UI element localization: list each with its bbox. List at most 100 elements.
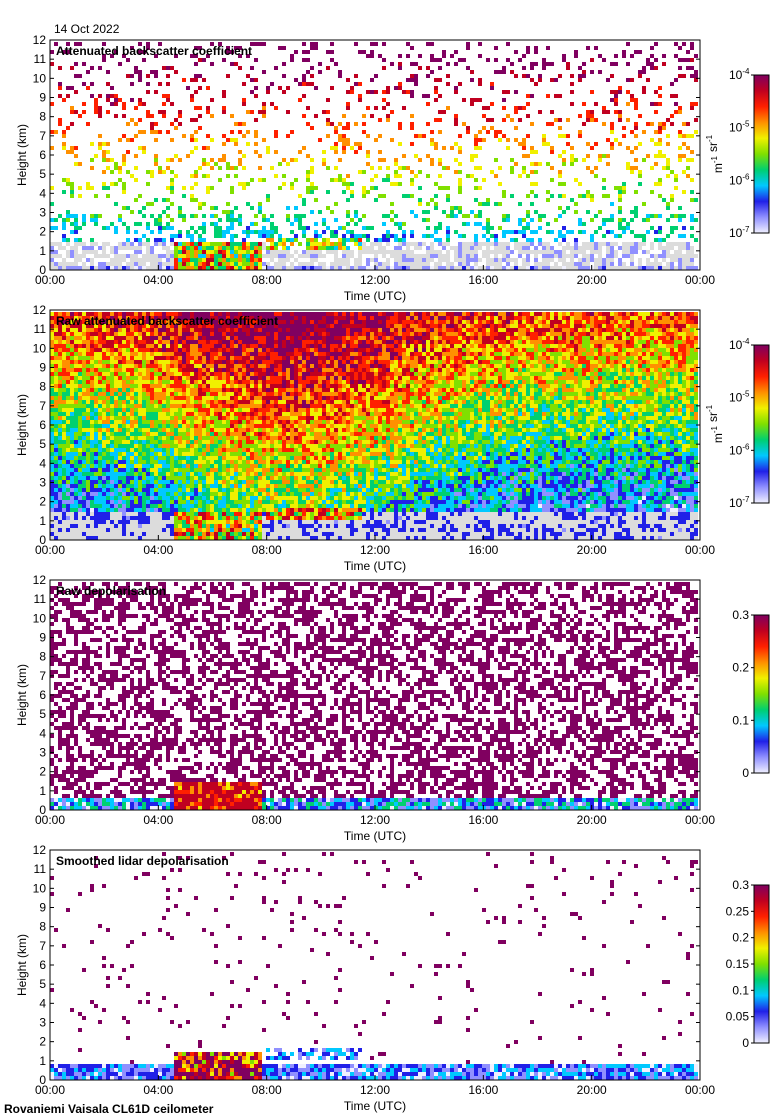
- x-tick-label: 00:00: [685, 813, 715, 827]
- y-tick-label: 4: [39, 186, 46, 200]
- colorbar-tick-label: 0.1: [732, 983, 749, 997]
- y-tick-label: 12: [33, 843, 47, 857]
- colorbar-tick-label: 10-4: [729, 337, 750, 352]
- x-tick-label: 00:00: [685, 1083, 715, 1097]
- y-tick-label: 7: [39, 129, 46, 143]
- x-tick-label: 16:00: [468, 1083, 498, 1097]
- colorbar-tick-label: 0: [742, 1036, 749, 1050]
- colorbar-tick-label: 0.2: [732, 661, 749, 675]
- y-tick-label: 12: [33, 303, 47, 317]
- colorbar: 0 0.05 0.1 0.15 0.2 0.25 0.3: [726, 878, 770, 1050]
- y-axis-label: Height (km): [15, 394, 29, 456]
- x-tick-label: 00:00: [35, 273, 65, 287]
- y-tick-label: 2: [39, 765, 46, 779]
- x-tick-label: 12:00: [360, 273, 390, 287]
- x-tick-label: 00:00: [685, 273, 715, 287]
- x-tick-label: 12:00: [360, 813, 390, 827]
- y-tick-label: 8: [39, 110, 46, 124]
- y-tick-label: 12: [33, 33, 47, 47]
- colorbar-tick-label: 0.05: [726, 1010, 750, 1024]
- y-axis-label: Height (km): [15, 934, 29, 996]
- y-tick-label: 2: [39, 225, 46, 239]
- y-tick-label: 0: [39, 1073, 46, 1087]
- y-tick-label: 1: [39, 1054, 46, 1068]
- x-tick-label: 20:00: [577, 1083, 607, 1097]
- date-label: 14 Oct 2022: [54, 22, 120, 36]
- y-tick-label: 10: [33, 611, 47, 625]
- y-tick-label: 6: [39, 688, 46, 702]
- colorbar-tick-label: 0.3: [732, 878, 749, 892]
- colorbar-tick-label: 0.1: [732, 713, 749, 727]
- y-tick-label: 1: [39, 514, 46, 528]
- heatmap-field: [50, 42, 698, 270]
- heatmap-field: [50, 312, 698, 540]
- y-tick-label: 6: [39, 958, 46, 972]
- plot-title: Raw depolarisation: [56, 584, 166, 598]
- colorbar-gradient: [753, 884, 770, 1044]
- y-tick-label: 8: [39, 920, 46, 934]
- heatmap-field: [50, 582, 698, 810]
- x-tick-label: 12:00: [360, 1083, 390, 1097]
- y-tick-label: 1: [39, 244, 46, 258]
- x-tick-label: 00:00: [35, 813, 65, 827]
- x-axis-label: Time (UTC): [344, 829, 406, 843]
- heatmap-field: [50, 852, 698, 1080]
- y-tick-label: 8: [39, 650, 46, 664]
- plot-panel-2: Raw attenuated backscatter coefficient 0 1…: [15, 303, 770, 573]
- colorbar-tick-label: 0.2: [732, 931, 749, 945]
- y-tick-label: 8: [39, 380, 46, 394]
- y-tick-label: 4: [39, 456, 46, 470]
- y-tick-label: 7: [39, 399, 46, 413]
- y-tick-label: 2: [39, 495, 46, 509]
- x-tick-label: 04:00: [143, 813, 173, 827]
- y-tick-label: 3: [39, 1016, 46, 1030]
- y-tick-label: 10: [33, 71, 47, 85]
- colorbar: 0 0.1 0.2 0.3: [732, 608, 770, 780]
- y-tick-label: 9: [39, 631, 46, 645]
- y-tick-label: 0: [39, 803, 46, 817]
- y-tick-label: 9: [39, 901, 46, 915]
- x-tick-label: 16:00: [468, 543, 498, 557]
- x-tick-label: 20:00: [577, 273, 607, 287]
- y-tick-label: 7: [39, 939, 46, 953]
- colorbar-tick-label: 0.15: [726, 957, 750, 971]
- y-tick-label: 2: [39, 1035, 46, 1049]
- x-tick-label: 00:00: [35, 543, 65, 557]
- x-tick-label: 04:00: [143, 1083, 173, 1097]
- y-tick-label: 3: [39, 206, 46, 220]
- y-tick-label: 11: [34, 322, 47, 336]
- x-tick-label: 08:00: [252, 273, 282, 287]
- colorbar: 10-7 10-6 10-5 10-4 m-1sr-1: [705, 337, 770, 510]
- colorbar-gradient: [753, 614, 770, 774]
- x-tick-label: 00:00: [685, 543, 715, 557]
- y-tick-label: 7: [39, 669, 46, 683]
- y-tick-label: 3: [39, 746, 46, 760]
- x-tick-label: 04:00: [143, 543, 173, 557]
- y-axis-label: Height (km): [15, 124, 29, 186]
- colorbar-label: m-1sr-1: [705, 134, 725, 173]
- x-tick-label: 20:00: [577, 543, 607, 557]
- colorbar-tick-label: 0.3: [732, 608, 749, 622]
- y-tick-label: 5: [39, 437, 46, 451]
- colorbar-tick-label: 10-6: [729, 442, 750, 457]
- plot-panel-3: Raw depolarisation0123456789101112Height…: [15, 573, 770, 843]
- y-tick-label: 5: [39, 977, 46, 991]
- y-tick-label: 6: [39, 418, 46, 432]
- colorbar-gradient: [753, 74, 770, 234]
- plot-title: Raw attenuated backscatter coefficient: [56, 314, 278, 328]
- y-tick-label: 12: [33, 573, 47, 587]
- y-tick-label: 10: [33, 341, 47, 355]
- y-tick-label: 0: [39, 533, 46, 547]
- plot-background: [50, 850, 700, 1080]
- y-tick-label: 11: [34, 592, 47, 606]
- x-tick-label: 20:00: [577, 813, 607, 827]
- x-tick-label: 16:00: [468, 813, 498, 827]
- colorbar-tick-label: 10-5: [729, 390, 750, 405]
- y-tick-label: 3: [39, 476, 46, 490]
- colorbar-tick-label: 0: [742, 766, 749, 780]
- colorbar-tick-label: 10-6: [729, 172, 750, 187]
- y-tick-label: 10: [33, 881, 47, 895]
- x-tick-label: 08:00: [252, 1083, 282, 1097]
- y-tick-label: 9: [39, 361, 46, 375]
